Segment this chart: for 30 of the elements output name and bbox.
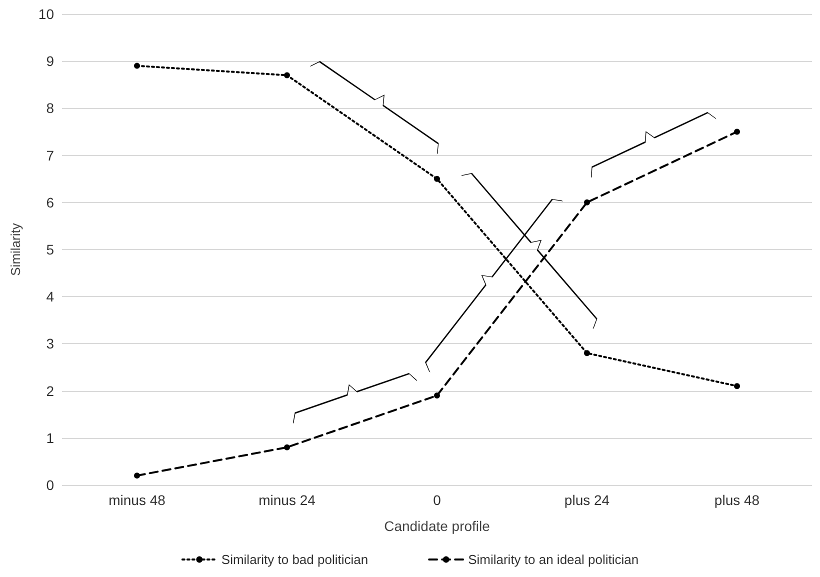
y-tick-label: 1: [46, 430, 54, 446]
x-tick-label: plus 24: [564, 492, 610, 508]
point: [584, 199, 590, 206]
point: [284, 444, 290, 450]
y-tick-label: 5: [46, 242, 54, 258]
legend-label: Similarity to an ideal politician: [468, 552, 639, 567]
point: [734, 383, 740, 390]
y-tick-label: 2: [46, 382, 54, 399]
x-tick-label: 0: [433, 492, 442, 508]
point: [734, 128, 740, 135]
point: [134, 62, 140, 69]
point: [284, 72, 290, 78]
x-axis-title: Candidate profile: [384, 518, 490, 534]
point: [434, 392, 440, 399]
y-tick-label: 4: [46, 288, 54, 305]
y-axis-title: Similarity: [8, 222, 23, 276]
point: [584, 350, 590, 356]
y-tick-label: 0: [46, 477, 54, 493]
y-tick-label: 8: [46, 100, 54, 116]
y-tick-label: 10: [38, 6, 54, 22]
point: [134, 472, 140, 479]
y-tick-label: 6: [46, 194, 54, 210]
legend-label: Similarity to bad politician: [221, 552, 368, 567]
x-tick-label: minus 24: [258, 492, 316, 508]
point: [434, 176, 440, 182]
y-tick-label: 9: [46, 53, 54, 70]
y-tick-label: 7: [46, 147, 54, 164]
x-tick-label: plus 48: [714, 492, 760, 508]
x-tick-label: minus 48: [108, 492, 166, 508]
y-tick-label: 3: [46, 336, 54, 352]
